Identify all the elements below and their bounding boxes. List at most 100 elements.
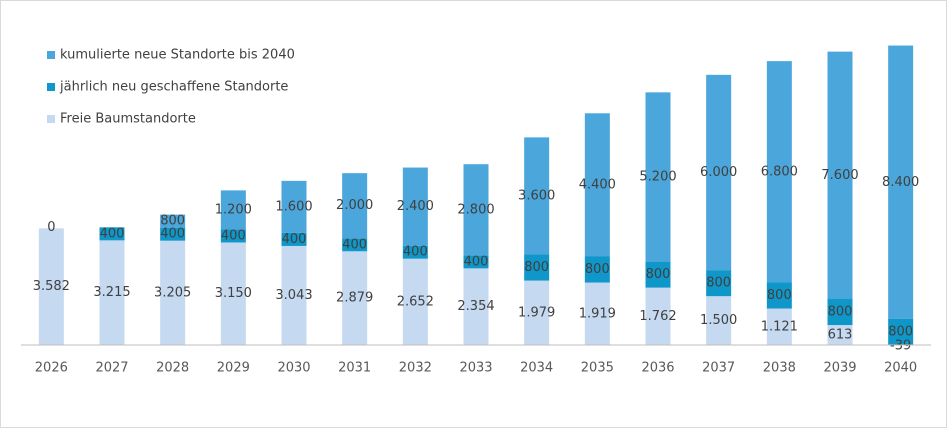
label-freie-2037: 1.500	[700, 313, 737, 328]
x-tick-2039: 2039	[823, 361, 856, 376]
legend-swatch-1	[47, 83, 55, 91]
bar-jaehrlich-2030	[281, 232, 307, 246]
label-jaehrlich-2036: 800	[646, 267, 671, 282]
bar-jaehrlich-2028	[160, 227, 186, 241]
label-jaehrlich-2027: 400	[100, 226, 125, 241]
legend-swatch-0	[47, 51, 55, 59]
label-jaehrlich-2030: 400	[282, 232, 307, 247]
label-freie-2027: 3.215	[93, 285, 130, 300]
bar-freie-2029	[220, 242, 246, 345]
x-tick-2035: 2035	[581, 361, 614, 376]
bar-freie-2026	[38, 228, 64, 345]
label-jaehrlich-2040: 800	[888, 324, 913, 339]
x-tick-2038: 2038	[763, 361, 796, 376]
x-tick-labels-group: 2026 2027 2028 2029 2030 2031 2032 2033 2034 2035…	[35, 361, 917, 376]
legend-label-0: kumulierte neue Standorte bis 2040	[60, 48, 295, 63]
label-kumuliert-2033: 2.800	[457, 202, 494, 217]
label-freie-2032: 2.652	[397, 294, 434, 309]
x-tick-2037: 2037	[702, 361, 735, 376]
bar-freie-2038	[766, 308, 792, 345]
label-kumuliert-2031: 2.000	[336, 198, 373, 213]
bar-kumuliert-2035	[584, 113, 610, 257]
label-jaehrlich-2032: 400	[403, 245, 428, 260]
label-freie-2040: -39	[890, 339, 911, 354]
label-kumuliert-2029: 1.200	[215, 202, 252, 217]
label-freie-2038: 1.121	[761, 319, 798, 334]
label-freie-2029: 3.150	[215, 286, 252, 301]
value-labels-group: 3.58203.2154003.2054008003.1504001.2003.…	[33, 164, 920, 353]
bar-kumuliert-2039	[827, 51, 853, 300]
bar-kumuliert-2038	[766, 61, 792, 283]
label-freie-2031: 2.879	[336, 291, 373, 306]
label-kumuliert-2039: 7.600	[821, 168, 858, 183]
bar-freie-2033	[463, 268, 489, 345]
bar-freie-2039	[827, 325, 853, 345]
label-freie-2039: 613	[828, 328, 853, 343]
bar-kumuliert-2033	[463, 164, 489, 256]
bar-jaehrlich-2038	[766, 282, 792, 309]
bar-kumuliert-2034	[524, 137, 550, 255]
label-jaehrlich-2031: 400	[342, 237, 367, 252]
x-tick-2028: 2028	[156, 361, 189, 376]
bar-jaehrlich-2035	[584, 256, 610, 283]
x-tick-2027: 2027	[95, 361, 128, 376]
x-tick-2032: 2032	[399, 361, 432, 376]
legend-label-1: jährlich neu geschaffene Standorte	[59, 80, 288, 95]
bar-jaehrlich-2036	[645, 261, 671, 288]
x-tick-2040: 2040	[884, 361, 917, 376]
bar-kumuliert-2040	[888, 45, 914, 319]
label-freie-2026: 3.582	[33, 279, 70, 294]
x-tick-2026: 2026	[35, 361, 68, 376]
label-jaehrlich-2028: 400	[160, 227, 185, 242]
label-freie-2034: 1.979	[518, 305, 555, 320]
label-jaehrlich-2034: 800	[524, 260, 549, 275]
bar-kumuliert-2031	[342, 173, 368, 239]
bar-freie-2032	[402, 258, 428, 345]
label-kumuliert-2034: 3.600	[518, 188, 555, 203]
bar-kumuliert-2028	[160, 214, 186, 228]
x-tick-2030: 2030	[277, 361, 310, 376]
label-jaehrlich-2026: 0	[47, 220, 55, 235]
label-freie-2035: 1.919	[579, 306, 616, 321]
bar-freie-2028	[160, 240, 186, 345]
label-jaehrlich-2038: 800	[767, 288, 792, 303]
label-freie-2033: 2.354	[457, 299, 494, 314]
label-jaehrlich-2033: 400	[464, 254, 489, 269]
label-jaehrlich-2035: 800	[585, 262, 610, 277]
label-freie-2036: 1.762	[639, 309, 676, 324]
label-kumuliert-2028: 800	[160, 214, 185, 229]
x-tick-2034: 2034	[520, 361, 553, 376]
label-freie-2028: 3.205	[154, 285, 191, 300]
bar-kumuliert-2037	[706, 74, 732, 271]
bar-jaehrlich-2033	[463, 255, 489, 269]
x-tick-2036: 2036	[641, 361, 674, 376]
bar-jaehrlich-2034	[524, 254, 550, 281]
x-tick-2029: 2029	[217, 361, 250, 376]
label-kumuliert-2032: 2.400	[397, 199, 434, 214]
label-kumuliert-2036: 5.200	[639, 169, 676, 184]
bar-kumuliert-2029	[220, 190, 246, 230]
bar-freie-2030	[281, 245, 307, 345]
bar-kumuliert-2030	[281, 180, 307, 233]
bar-jaehrlich-2027	[99, 227, 125, 241]
bar-kumuliert-2032	[402, 167, 428, 246]
legend-label-2: Freie Baumstandorte	[60, 112, 196, 127]
label-kumuliert-2038: 6.800	[761, 164, 798, 179]
x-tick-2033: 2033	[459, 361, 492, 376]
bar-jaehrlich-2029	[220, 229, 246, 243]
bar-freie-2036	[645, 287, 671, 345]
bar-jaehrlich-2032	[402, 245, 428, 259]
bar-kumuliert-2036	[645, 92, 671, 262]
label-jaehrlich-2037: 800	[706, 276, 731, 291]
label-kumuliert-2040: 8.400	[882, 175, 919, 190]
bar-jaehrlich-2037	[706, 270, 732, 297]
bar-jaehrlich-2031	[342, 238, 368, 252]
label-jaehrlich-2029: 400	[221, 228, 246, 243]
bar-freie-2027	[99, 240, 125, 345]
bar-jaehrlich-2039	[827, 299, 853, 326]
x-tick-2031: 2031	[338, 361, 371, 376]
label-kumuliert-2037: 6.000	[700, 165, 737, 180]
bar-freie-2034	[524, 280, 550, 345]
